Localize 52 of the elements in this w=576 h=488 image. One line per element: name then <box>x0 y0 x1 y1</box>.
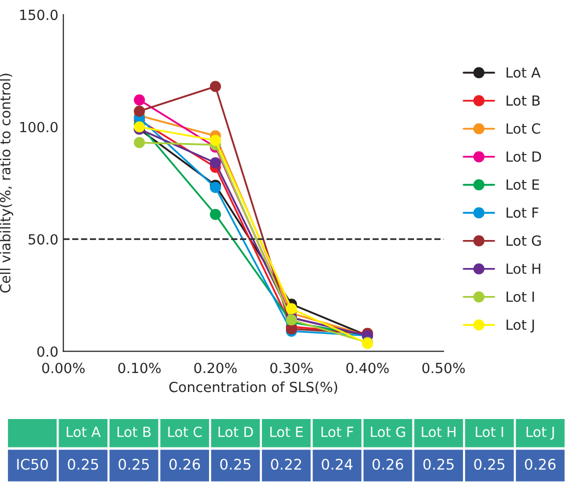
text: Lot E <box>270 426 303 438</box>
x-tick-label: 0.50% <box>422 362 465 374</box>
y-axis-title: Cell viability(%, ratio to control) <box>0 74 14 293</box>
text: Lot F <box>322 426 354 438</box>
text: Lot G <box>370 426 406 438</box>
text: Lot I <box>476 426 504 438</box>
point <box>210 80 221 92</box>
legend-label: Lot C <box>506 123 540 134</box>
legend-label: Lot I <box>506 292 534 302</box>
x-tick-label: 0.10% <box>118 362 161 374</box>
text: IC50 <box>17 458 48 470</box>
point <box>134 94 145 106</box>
x-tick-label: 0.20% <box>194 362 237 374</box>
y-tick-label: 100.0 <box>20 122 58 132</box>
text: 0.25 <box>474 458 504 470</box>
legend-label: Lot D <box>506 152 542 162</box>
x-tick-label: 0.40% <box>346 362 389 374</box>
point <box>210 182 221 194</box>
x-tick-label: 0.30% <box>270 362 313 374</box>
legend-label: Lot G <box>506 235 541 246</box>
x-axis-title: Concentration of SLS(%) <box>169 381 338 394</box>
legend-label: Lot H <box>506 264 540 274</box>
point <box>134 106 145 117</box>
x-tick-label: 0.00% <box>42 362 85 374</box>
text: Lot D <box>218 426 253 438</box>
legend-label: Lot E <box>506 180 540 190</box>
text: 0.25 <box>68 458 98 470</box>
point <box>210 157 221 168</box>
text: Lot H <box>422 426 456 438</box>
text: 0.26 <box>524 458 556 470</box>
y-tick-label: 0.0 <box>37 346 58 357</box>
y-tick-label: 150.0 <box>20 10 58 20</box>
text: Lot C <box>168 426 202 438</box>
text: 0.24 <box>322 458 352 470</box>
legend-label: Lot F <box>506 208 538 218</box>
text: Lot B <box>118 426 151 438</box>
text: 0.22 <box>271 458 302 470</box>
text: 0.25 <box>423 458 454 470</box>
text: 0.25 <box>118 458 149 470</box>
point <box>286 303 298 314</box>
legend-label: Lot B <box>506 95 540 106</box>
point <box>134 137 145 148</box>
legend-label: Lot A <box>506 67 541 78</box>
legend-label: Lot J <box>506 320 534 333</box>
text: Lot A <box>66 426 101 438</box>
y-tick-label: 50.0 <box>28 234 58 245</box>
text: 0.26 <box>169 458 200 470</box>
text: Lot J <box>526 426 554 440</box>
text: 0.26 <box>372 458 404 470</box>
text: 0.25 <box>220 458 250 470</box>
point <box>210 208 221 220</box>
point <box>210 134 221 146</box>
